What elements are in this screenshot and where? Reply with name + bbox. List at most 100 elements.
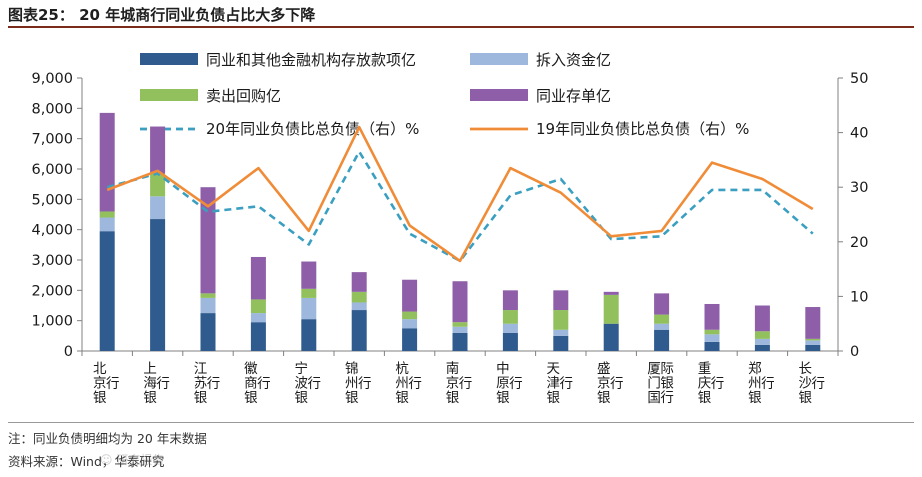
x-tick-char: 行 [257,376,271,392]
bar-segment-4 [99,112,115,212]
x-tick-char: 波 [295,376,309,392]
x-tick-char: 银 [93,390,107,406]
x-tick-char: 银 [143,390,157,406]
x-tick-char: 商 [244,376,258,392]
x-tick-char: 徽 [244,361,258,377]
x-tick-char: 中 [496,361,510,377]
title-rule [8,26,914,28]
source-line: 资料来源：Wind，华泰研究 [8,454,165,469]
bar-segment-1 [351,310,367,351]
x-tick-char: 京 [597,376,611,392]
bar-segment-1 [200,313,216,351]
x-tick-char: 苏 [194,376,208,392]
chart-lines [106,125,814,263]
x-tick-char: 庆 [698,376,712,392]
bar-segment-2 [150,196,166,220]
bar-segment-2 [200,297,216,314]
x-tick-char: 重 [698,361,712,377]
bar-segment-2 [754,338,770,345]
legend-label: 同业存单亿 [536,87,611,105]
x-tick-char: 银 [547,390,561,406]
y-tick-label-left: 3,000 [31,253,73,269]
watermark: ☺ 研究报告 [100,453,165,467]
x-tick-char: 行 [308,376,322,392]
x-tick-char: 行 [610,376,624,392]
bar-segment-3 [553,310,569,330]
x-tick-char: 行 [106,376,120,392]
x-tick-char: 行 [812,376,826,392]
y-tick-label-right: 40 [850,126,868,142]
bar-segment-3 [200,293,216,298]
bar-segment-3 [754,331,770,339]
x-tick-char: 行 [711,376,725,392]
bar-segment-1 [704,341,720,351]
x-tick-char: 行 [560,376,574,392]
bar-segment-2 [704,334,720,342]
legend-label: 20年同业负债比总负债（右）% [206,120,419,138]
footnote: 注：同业负债明细均为 20 年末数据 [8,431,207,446]
x-tick-char: 银 [799,390,813,406]
x-tick-char: 银 [496,390,510,406]
bar-segment-4 [351,272,367,292]
x-tick-char: 盛 [597,361,611,377]
x-tick-char: 沙 [799,376,813,392]
bar-segment-4 [402,279,418,312]
bar-segment-3 [654,314,670,324]
bar-segment-1 [301,319,317,351]
y-tick-label-right: 30 [850,180,868,196]
x-tick-char: 门 [647,376,661,392]
bar-segment-1 [250,322,266,351]
bar-segment-4 [502,290,518,311]
x-tick-char: 北 [93,361,107,377]
bar-segment-3 [805,338,821,341]
x-tick-char: 锦 [345,361,359,377]
bar-segment-1 [502,332,518,351]
x-tick-char: 原 [496,376,510,392]
bar-segment-1 [654,329,670,351]
legend-swatch [470,53,528,65]
x-tick-char: 州 [395,376,409,392]
bottom-rule [8,422,914,423]
x-tick-char: 银 [345,390,359,406]
bar-segment-3 [704,329,720,335]
bar-segment-2 [805,340,821,345]
bar-segment-3 [150,173,166,197]
x-tick-char: 银 [748,390,762,406]
bar-segment-1 [402,328,418,351]
bar-segment-3 [402,311,418,320]
x-tick-char: 长 [799,361,813,377]
y-tick-label-left: 9,000 [31,71,73,87]
bar-segment-1 [754,344,770,351]
x-tick-char: 行 [358,376,372,392]
bar-segment-2 [553,329,569,336]
y-tick-label-left: 0 [64,344,73,360]
y-tick-label-right: 10 [850,289,868,305]
bar-segment-1 [603,323,619,351]
x-tick-char: 国 [647,390,661,406]
bar-segment-2 [250,313,266,323]
y-tick-label-left: 1,000 [31,314,73,330]
y-tick-label-left: 6,000 [31,162,73,178]
bar-segment-3 [603,294,619,324]
bar-segment-4 [250,256,266,300]
x-tick-char: 行 [408,376,422,392]
bar-segment-3 [99,211,115,218]
x-tick-char: 银 [194,390,208,406]
x-tick-char: 行 [156,376,170,392]
bar-segment-3 [502,310,518,324]
bar-segment-2 [402,319,418,329]
x-tick-char: 上 [143,361,157,377]
y-tick-label-right: 50 [850,71,868,87]
bar-segment-2 [301,297,317,320]
y-tick-label-left: 7,000 [31,132,73,148]
legend-swatch [140,89,198,101]
x-tick-char: 杭 [395,361,409,377]
